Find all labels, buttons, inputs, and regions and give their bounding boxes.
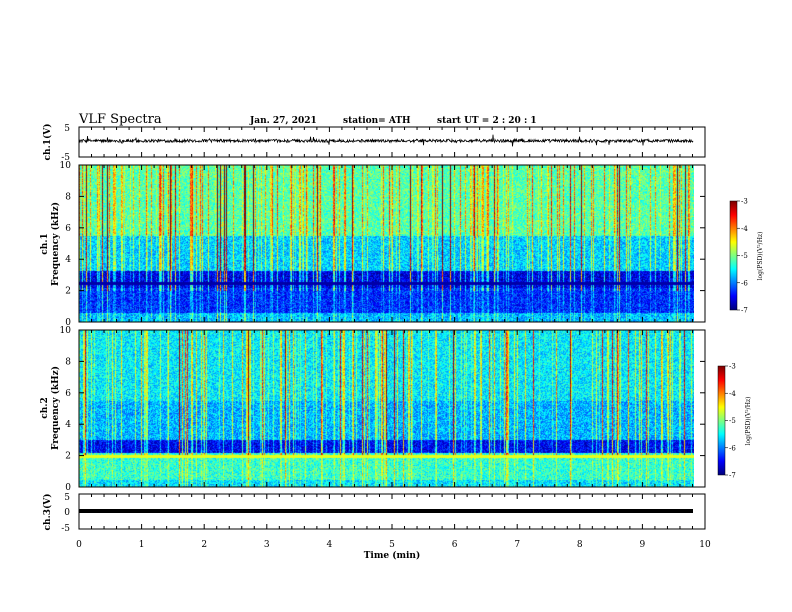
ch1-ytick-top: 5 <box>64 124 70 134</box>
ch3-waveform-ticks <box>78 494 706 529</box>
frequency-tick-label: 10 <box>60 326 72 336</box>
ch3-ytick-top: 5 <box>64 493 70 503</box>
ch3-ytick-middle: 0 <box>64 508 70 518</box>
time-tick-label: 8 <box>577 540 583 550</box>
ch1-waveform-trace <box>78 134 694 147</box>
frequency-tick-label: 8 <box>65 357 71 367</box>
ch2-spectrogram-ticks <box>78 330 706 487</box>
time-tick-label: 4 <box>327 540 333 550</box>
ch1-spectrogram-ticks <box>78 165 706 322</box>
colorbar-tick-label: -5 <box>741 252 748 260</box>
header-date: Jan. 27, 2021 <box>249 116 317 126</box>
ch1-spectrogram-image <box>79 165 694 322</box>
frequency-tick-label: 0 <box>65 318 71 328</box>
ch2-spectrogram-image <box>79 330 694 487</box>
ch3-waveform-panel: 5 0 -5 ch.3(V) <box>42 493 706 534</box>
ch1-colorbar-ticks: -3 -4 -5 -6 -7 <box>737 198 748 315</box>
header-station: station= ATH <box>343 116 411 126</box>
ch3-waveform-ylabel: ch.3(V) <box>42 494 53 531</box>
ch2-frequency-axis-label: Frequency (kHz) <box>50 366 61 450</box>
ch1-spectrogram-channel-label: ch.1 <box>40 233 50 254</box>
frequency-tick-label: 2 <box>65 452 71 462</box>
ch1-waveform-ticks <box>78 127 706 157</box>
colorbar-tick-label: -3 <box>729 363 736 371</box>
time-axis-tick-labels: 0 1 2 3 4 5 6 7 8 9 10 <box>76 540 711 550</box>
time-tick-label: 1 <box>139 540 145 550</box>
ch2-spectrogram-channel-label: ch.2 <box>40 397 50 418</box>
time-tick-label: 2 <box>201 540 207 550</box>
ch1-spectrogram-panel: 0 2 4 6 8 10 ch.1 Frequency (kHz) <box>40 161 706 328</box>
colorbar-tick-label: -4 <box>741 225 748 233</box>
ch2-colorbar-ramp <box>718 366 725 475</box>
ch1-waveform-ylabel: ch.1(V) <box>42 124 53 161</box>
time-axis-label: Time (min) <box>364 550 421 561</box>
ch1-waveform-panel: 5 -5 ch.1(V) <box>42 124 706 163</box>
colorbar-tick-label: -5 <box>729 417 736 425</box>
colorbar-tick-label: -6 <box>729 444 736 452</box>
ch2-colorbar-label: log(PSD)(V²/Hz) <box>745 397 752 446</box>
time-tick-label: 5 <box>389 540 395 550</box>
colorbar-tick-label: -7 <box>729 472 736 480</box>
ch2-frequency-tick-labels: 0 2 4 6 8 10 <box>60 326 705 493</box>
ch1-frequency-tick-labels: 0 2 4 6 8 10 <box>60 161 705 328</box>
time-tick-label: 6 <box>452 540 458 550</box>
frequency-tick-label: 6 <box>65 389 71 399</box>
colorbar-tick-label: -3 <box>741 198 748 206</box>
time-tick-label: 0 <box>76 540 82 550</box>
time-tick-label: 3 <box>264 540 270 550</box>
frequency-tick-label: 4 <box>65 420 71 430</box>
time-tick-label: 9 <box>640 540 646 550</box>
time-tick-label: 10 <box>699 540 711 550</box>
frequency-tick-label: 10 <box>60 161 72 171</box>
colorbar-tick-label: -4 <box>729 390 736 398</box>
ch2-spectrogram-panel: 0 2 4 6 8 10 ch.2 Frequency (kHz) <box>40 326 706 493</box>
frequency-tick-label: 2 <box>65 287 71 297</box>
ch1-ytick-bottom: -5 <box>61 153 70 163</box>
ch2-colorbar-ticks: -3 -4 -5 -6 -7 <box>725 363 736 480</box>
ch3-ytick-bottom: -5 <box>61 524 70 534</box>
ch1-colorbar-label: log(PSD)(V²/Hz) <box>757 232 764 281</box>
ch1-colorbar: -3 -4 -5 -6 -7 log(PSD)(V²/Hz) <box>729 198 764 315</box>
ch1-frequency-axis-label: Frequency (kHz) <box>50 202 61 286</box>
ch1-colorbar-ramp <box>730 201 737 310</box>
frequency-tick-label: 6 <box>65 224 71 234</box>
frequency-tick-label: 0 <box>65 483 71 493</box>
frequency-tick-label: 8 <box>65 192 71 202</box>
figure-title: VLF Spectra <box>78 112 162 127</box>
time-tick-label: 7 <box>514 540 520 550</box>
header-start-time: start UT = 2 : 20 : 1 <box>437 116 537 126</box>
colorbar-tick-label: -7 <box>741 307 748 315</box>
colorbar-tick-label: -6 <box>741 279 748 287</box>
ch2-colorbar: -3 -4 -5 -6 -7 log(PSD)(V²/Hz) <box>717 363 752 480</box>
frequency-tick-label: 4 <box>65 255 71 265</box>
ch3-waveform-trace <box>79 509 693 513</box>
